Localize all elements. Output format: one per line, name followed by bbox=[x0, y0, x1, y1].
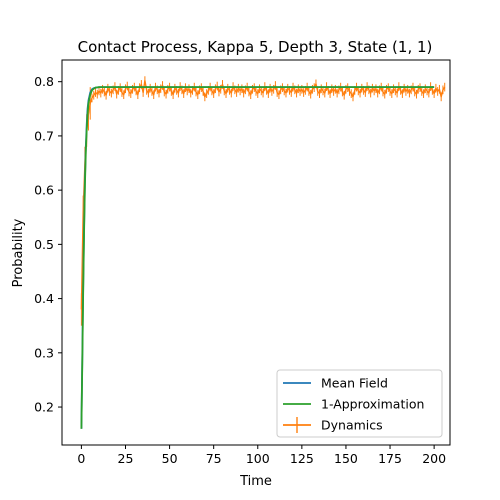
y-tick-label: 0.7 bbox=[34, 128, 54, 143]
x-axis-ticks: 0 25 50 75 100 125 150 175 200 bbox=[77, 445, 446, 466]
x-tick-label: 50 bbox=[162, 451, 178, 466]
series-1-approximation bbox=[80, 86, 435, 429]
series-dynamics bbox=[80, 76, 446, 326]
x-tick-label: 0 bbox=[77, 451, 85, 466]
x-tick-label: 125 bbox=[290, 451, 314, 466]
x-tick-label: 175 bbox=[378, 451, 402, 466]
legend: Mean Field 1-Approximation Dynamics bbox=[276, 369, 443, 438]
legend-entry-dynamics: Dynamics bbox=[283, 417, 383, 433]
y-tick-label: 0.8 bbox=[34, 74, 54, 89]
axes-frame bbox=[61, 59, 451, 446]
legend-box bbox=[276, 369, 443, 438]
y-tick-label: 0.3 bbox=[34, 345, 54, 360]
y-axis-ticks: 0.2 0.3 0.4 0.5 0.6 0.7 0.8 bbox=[34, 74, 62, 415]
y-tick-label: 0.6 bbox=[34, 183, 54, 198]
legend-label: Dynamics bbox=[321, 418, 383, 433]
y-tick-label: 0.2 bbox=[34, 400, 54, 415]
legend-entry-1-approximation: 1-Approximation bbox=[283, 397, 424, 412]
x-tick-label: 150 bbox=[334, 451, 358, 466]
y-tick-label: 0.5 bbox=[34, 237, 54, 252]
y-tick-label: 0.4 bbox=[34, 291, 54, 306]
x-tick-label: 25 bbox=[118, 451, 134, 466]
chart-title: Contact Process, Kappa 5, Depth 3, State… bbox=[78, 38, 433, 56]
plot-area bbox=[80, 76, 446, 429]
legend-entry-mean-field: Mean Field bbox=[283, 376, 388, 391]
x-tick-label: 100 bbox=[246, 451, 270, 466]
x-axis-title: Time bbox=[239, 474, 272, 489]
legend-label: 1-Approximation bbox=[321, 397, 424, 412]
series-line bbox=[80, 86, 435, 429]
series-line bbox=[80, 79, 446, 310]
legend-label: Mean Field bbox=[321, 376, 388, 391]
x-tick-label: 200 bbox=[422, 451, 446, 466]
x-tick-label: 75 bbox=[206, 451, 222, 466]
y-axis-title: Probability bbox=[11, 218, 26, 287]
